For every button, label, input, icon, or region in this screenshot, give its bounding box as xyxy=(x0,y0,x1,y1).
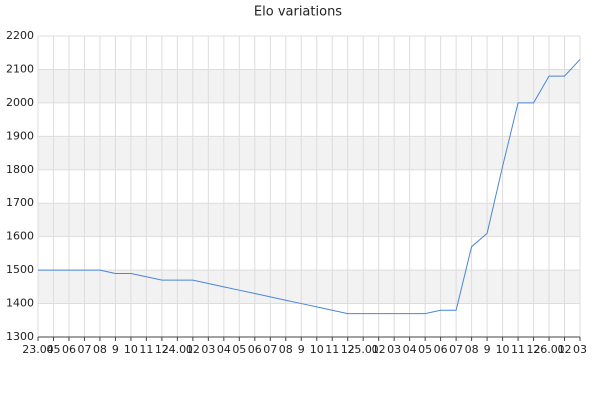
y-tick-label: 1600 xyxy=(6,230,34,243)
y-tick-label: 1500 xyxy=(6,263,34,276)
x-tick-label: 05 xyxy=(418,343,432,356)
y-tick-label: 1300 xyxy=(6,330,34,343)
x-tick-label: 11 xyxy=(511,343,525,356)
x-tick-label: 23.04 xyxy=(22,343,54,356)
x-tick-label: 07 xyxy=(449,343,463,356)
x-tick-label: 03 xyxy=(387,343,401,356)
x-tick-label: 10 xyxy=(310,343,324,356)
grid-band xyxy=(38,136,580,170)
x-tick-label: 9 xyxy=(484,343,491,356)
x-tick-label: 08 xyxy=(93,343,107,356)
x-tick-label: 08 xyxy=(279,343,293,356)
x-tick-label: 07 xyxy=(263,343,277,356)
series-line xyxy=(38,59,581,315)
chart-title: Elo variations xyxy=(254,5,342,20)
x-tick-label: 04 xyxy=(403,343,417,356)
x-tick-label: 06 xyxy=(62,343,76,356)
x-tick-label: 12 xyxy=(155,343,169,356)
grid-band xyxy=(38,69,580,103)
y-tick-label: 2200 xyxy=(6,29,34,42)
x-tick-label: 12 xyxy=(341,343,355,356)
x-tick-label: 10 xyxy=(124,343,138,356)
y-tick-label: 1700 xyxy=(6,196,34,209)
y-tick-label: 1900 xyxy=(6,129,34,142)
x-tick-label: 11 xyxy=(139,343,153,356)
x-tick-label: 24.01 xyxy=(162,343,194,356)
x-tick-label: 07 xyxy=(77,343,91,356)
x-tick-label: 05 xyxy=(46,343,60,356)
x-tick-label: 02 xyxy=(186,343,200,356)
x-tick-label: 12 xyxy=(527,343,541,356)
x-tick-label: 06 xyxy=(434,343,448,356)
x-tick-label: 08 xyxy=(465,343,479,356)
x-tick-label: 03 xyxy=(573,343,587,356)
y-tick-label: 1800 xyxy=(6,163,34,176)
x-tick-label: 04 xyxy=(217,343,231,356)
x-tick-label: 26.01 xyxy=(533,343,565,356)
x-tick-label: 11 xyxy=(325,343,339,356)
y-tick-label: 2100 xyxy=(6,62,34,75)
x-tick-label: 25.01 xyxy=(347,343,379,356)
x-tick-label: 02 xyxy=(372,343,386,356)
y-tick-label: 2000 xyxy=(6,96,34,109)
x-tick-label: 05 xyxy=(232,343,246,356)
grid-band xyxy=(38,203,580,237)
x-tick-label: 9 xyxy=(112,343,119,356)
x-tick-label: 02 xyxy=(558,343,572,356)
x-tick-label: 10 xyxy=(496,343,510,356)
y-tick-label: 1400 xyxy=(6,297,34,310)
x-tick-label: 06 xyxy=(248,343,262,356)
x-tick-label: 03 xyxy=(201,343,215,356)
x-tick-label: 9 xyxy=(298,343,305,356)
grid-band xyxy=(38,270,580,304)
